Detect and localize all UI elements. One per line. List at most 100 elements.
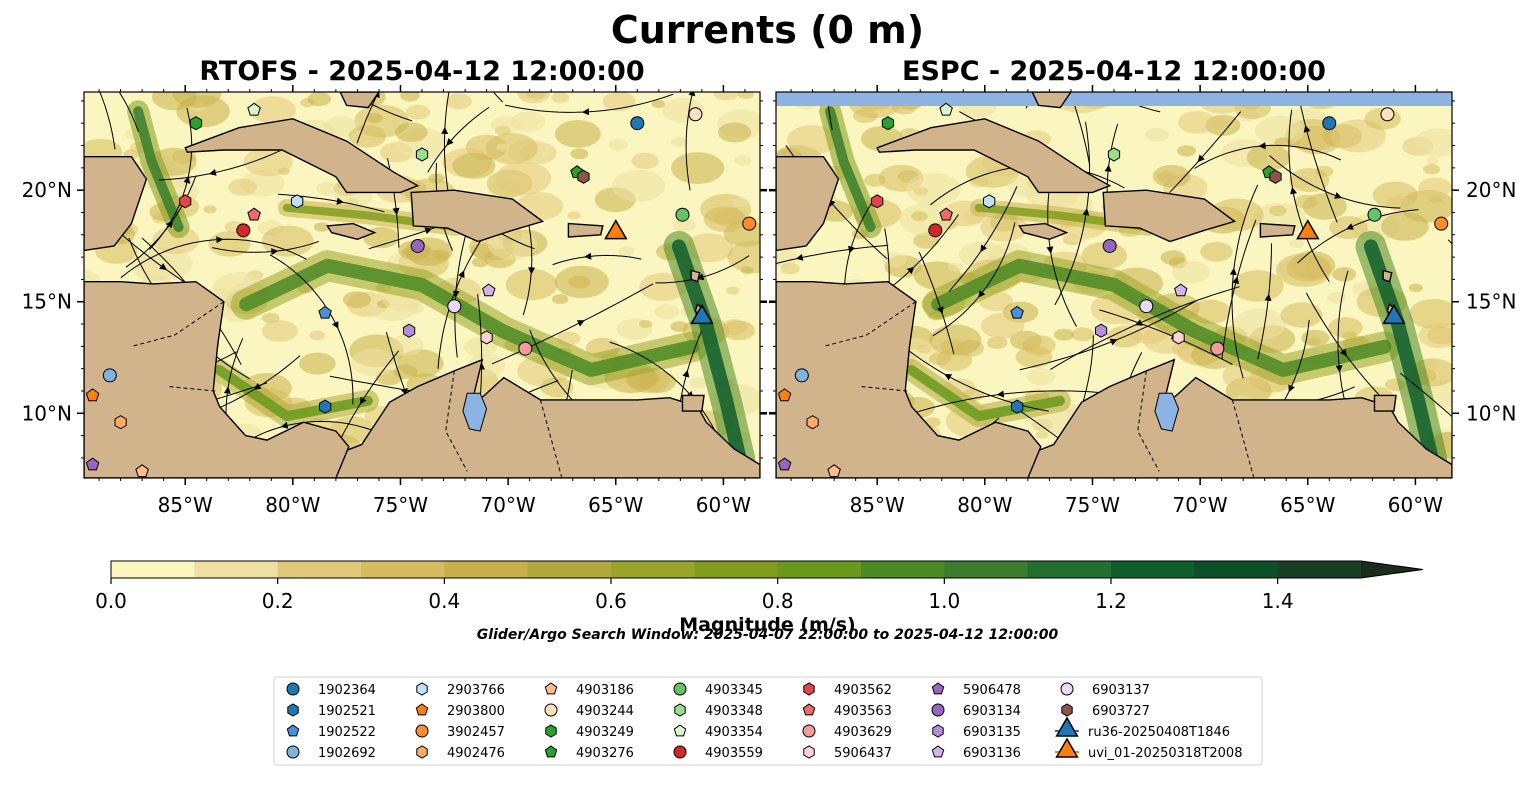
colorbar-tick-label: 0.6 [595,589,627,613]
streamline-arrow [80,54,87,62]
land-jamaica [1018,222,1069,241]
float-marker-4903186 [135,464,149,478]
legend-label: uvi_01-20250318T2008 [1088,746,1242,761]
streamline-arrow [848,245,855,254]
streamline-arrow [1197,154,1205,163]
streamline [903,390,1109,417]
magnitude-patch [152,92,197,111]
colorbar-segment [694,561,779,578]
magnitude-patch [1071,327,1095,342]
float-marker-5906478 [85,457,100,471]
magnitude-patch [864,173,886,187]
magnitude-patch [713,92,740,101]
streamline [125,175,197,268]
magnitude-patch [243,146,293,177]
float-marker-4903559 [236,223,251,238]
land-southAmerica [1027,358,1452,478]
land-southAmerica [335,358,760,478]
legend-label: 6903727 [1092,704,1150,719]
magnitude-patch [395,122,428,142]
country-border [1137,370,1160,472]
magnitude-patch [1152,164,1191,188]
streamline-arrow [1334,192,1342,199]
magnitude-patch [913,186,929,196]
streamline-arrow [584,252,592,260]
legend-marker [1061,703,1073,717]
streamline [1288,109,1330,282]
magnitude-patch [671,136,688,147]
legend-marker [286,682,300,696]
legend-glider-marker [1055,737,1079,758]
legend-marker [416,745,428,759]
streamline-arrow [1290,186,1297,195]
y-tick-label: 10°N [1466,401,1516,425]
streamline-arrow [332,321,339,329]
magnitude-patch [1386,195,1412,211]
magnitude-patch [611,169,666,202]
streamline-arrow [576,320,585,327]
x-tick-label: 85°W [850,493,905,517]
magnitude-patch [737,92,754,99]
streamline [552,254,642,266]
magnitude-patch [725,286,740,295]
streamline [1399,372,1452,418]
x-tick-label: 85°W [158,493,213,517]
float-marker-1902692 [102,368,117,383]
float-marker-5906437 [1172,330,1185,345]
legend-item: 6903727 [1061,703,1150,719]
legend-item: 4902476 [416,745,505,761]
streamline [212,241,319,253]
streamline-arrow [69,433,76,440]
magnitude-patch [732,197,750,208]
search-window-text: Glider/Argo Search Window: 2025-04-07 22… [476,627,1059,643]
float-marker-4903244 [688,107,703,122]
land-cuba [184,118,420,194]
magnitude-patch [727,240,760,274]
lake-maracaibo [1154,392,1180,432]
legend-item: 2903800 [415,703,505,719]
streamline [1297,92,1338,223]
streamline [655,255,750,284]
magnitude-patch [487,230,537,260]
streamline-arrow [823,55,830,62]
streamline [335,350,400,450]
streamline [1108,92,1161,113]
legend-marker [803,745,815,759]
magnitude-patch [299,352,336,375]
streamline-arrow [216,236,224,244]
float-marker-5906437 [480,330,493,345]
legend-item: 4903345 [673,682,763,698]
legend-item: 4903629 [802,724,892,740]
float-marker-4902476 [806,415,819,430]
streamline [1257,243,1272,360]
legend-label: 1902692 [318,746,376,761]
land-centralAmerica [776,280,1042,478]
float-marker-4903249 [881,116,895,131]
magnitude-patch [1408,299,1452,330]
streamline-arrow [208,169,217,176]
colorbar-segment [1027,561,1112,578]
x-tick-label: 70°W [480,493,535,517]
espc-map-panel: 85°W 80°W 75°W 70°W 65°W 60°W 20°N 15°N 10°N [769,55,1516,517]
legend-label: 6903134 [963,704,1021,719]
legend-label: 4903249 [576,725,634,740]
streamline-arrow [466,47,472,55]
colorbar-tick-label: 0.2 [262,589,294,613]
magnitude-patch [929,352,951,366]
streamline-arrow [1046,246,1054,254]
magnitude-patch [1160,250,1186,266]
streamline [158,150,281,181]
land-puertorico [1259,222,1296,238]
magnitude-patch [651,100,666,108]
magnitude-patch [554,120,601,148]
legend-marker [287,703,299,717]
float-marker-4903244 [1380,107,1395,122]
magnitude-patch [1293,125,1341,155]
magnitude-patch [1327,292,1346,304]
colorbar-tick-label: 1.0 [928,589,960,613]
streamline-arrow [271,248,279,256]
magnitude-patch [342,291,371,308]
float-marker-1902364 [1322,116,1337,131]
streamline [685,92,694,191]
streamline-arrow [441,126,449,134]
